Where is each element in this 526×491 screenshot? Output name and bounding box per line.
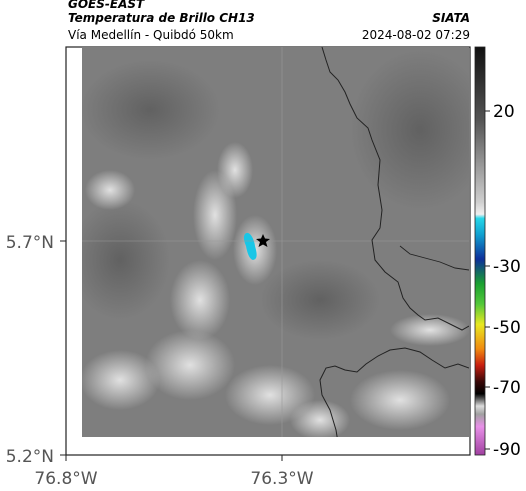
cold-cloud-top xyxy=(243,232,257,260)
product-title: Temperatura de Brillo CH13 xyxy=(68,11,255,25)
star-icon xyxy=(256,234,270,247)
region-label: Vía Medellín - Quibdó 50km xyxy=(68,28,234,42)
border-line xyxy=(321,47,469,331)
colorbar-label: -30 xyxy=(493,257,521,277)
colorbar-label: 20 xyxy=(493,102,515,122)
brightness-field xyxy=(82,47,469,437)
lon-label: 76.8°W xyxy=(34,469,97,489)
satellite-title: GOES-EAST xyxy=(68,0,145,11)
lat-label: 5.7°N xyxy=(6,233,54,253)
colorbar-label: -50 xyxy=(493,318,521,338)
colorbar-label: -70 xyxy=(493,378,521,398)
timestamp-label: 2024-08-02 07:29 xyxy=(361,28,470,42)
colorbar xyxy=(474,46,486,456)
lat-label: 5.2°N xyxy=(6,447,54,467)
colorbar-label: -90 xyxy=(493,440,521,460)
border-line xyxy=(399,245,469,271)
organization-label: SIATA xyxy=(432,11,470,25)
lon-label: 76.3°W xyxy=(250,469,313,489)
border-line xyxy=(319,347,469,437)
